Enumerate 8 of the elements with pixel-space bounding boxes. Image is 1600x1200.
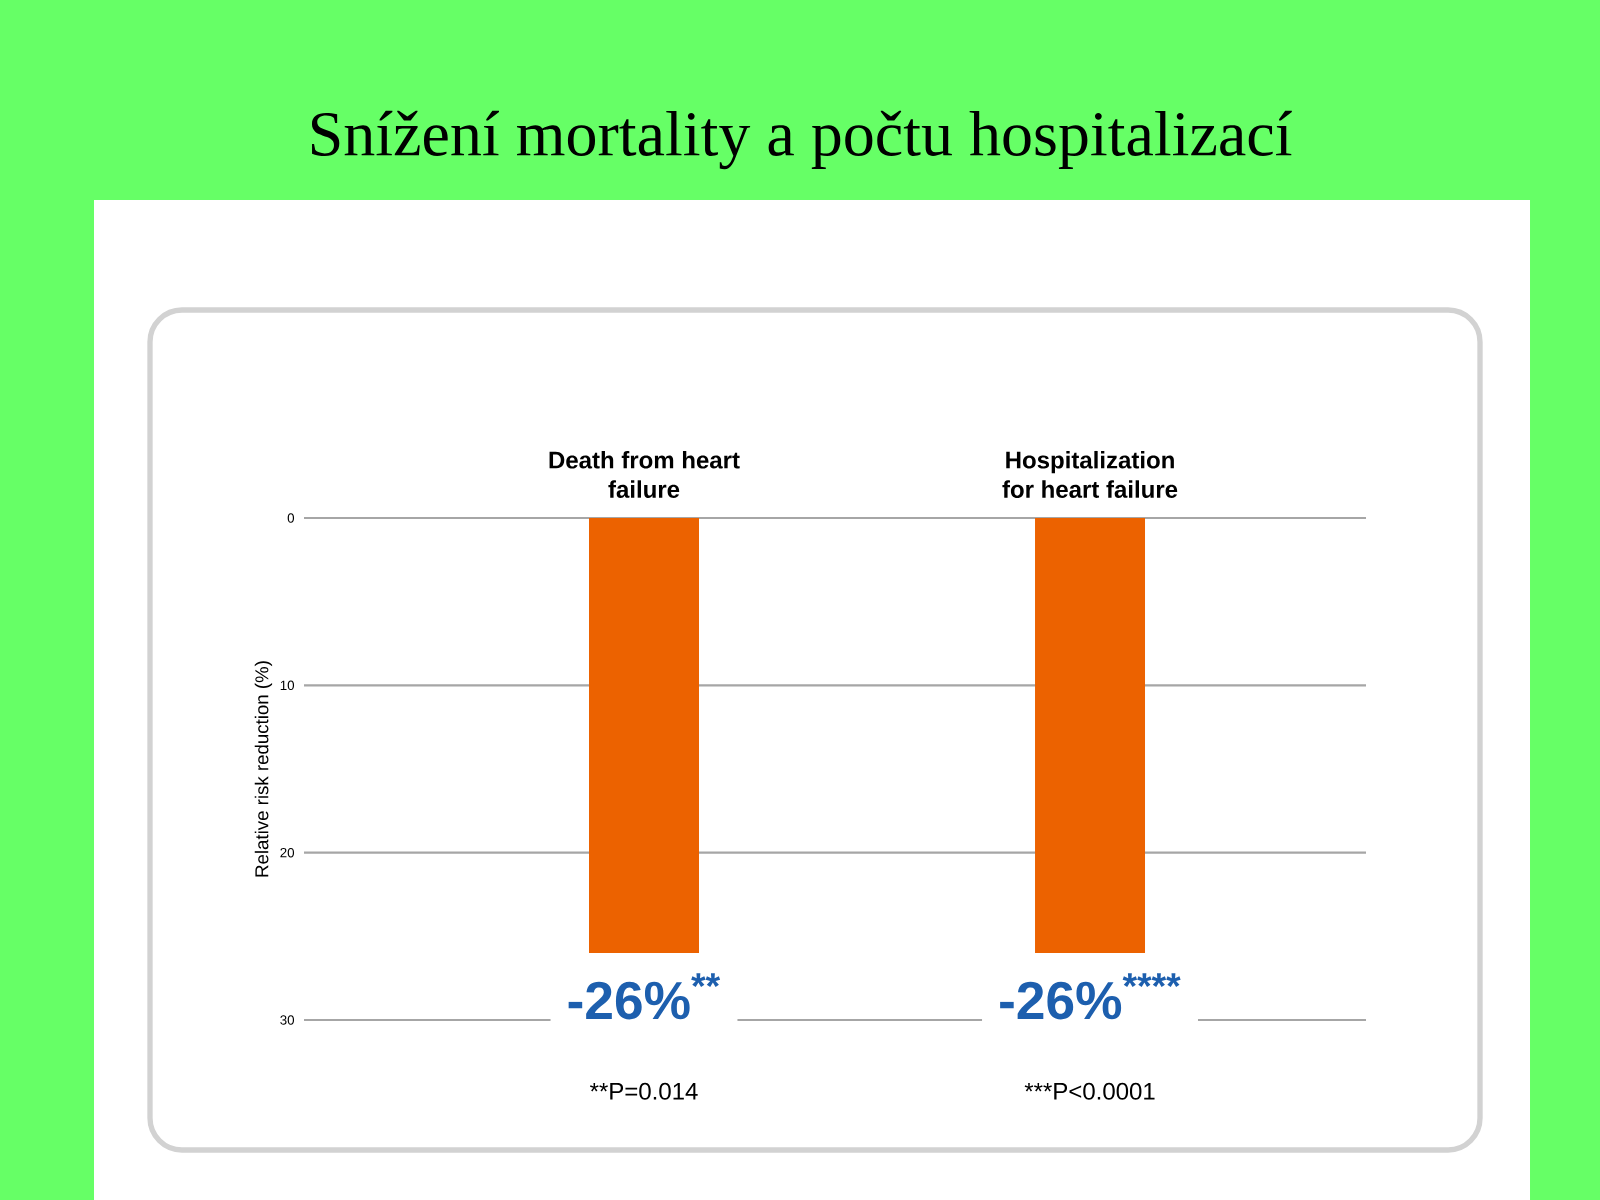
text: ***P<0.0001 [1024, 1082, 1155, 1100]
text: **P=0.014 [590, 1082, 698, 1100]
chart-title: Snížení mortality a počtu hospitalizací [311, 110, 1292, 170]
annotation: -26%$^{**}$ [568, 973, 721, 1020]
x-tick-label: Death from heart failure [549, 450, 740, 498]
annotation: -26%$^{****}$ [1000, 973, 1181, 1020]
x-tick-label: Hospitalization for heart failure [1002, 450, 1178, 498]
y-axis-title: Relative risk reduction (%) [254, 661, 273, 877]
